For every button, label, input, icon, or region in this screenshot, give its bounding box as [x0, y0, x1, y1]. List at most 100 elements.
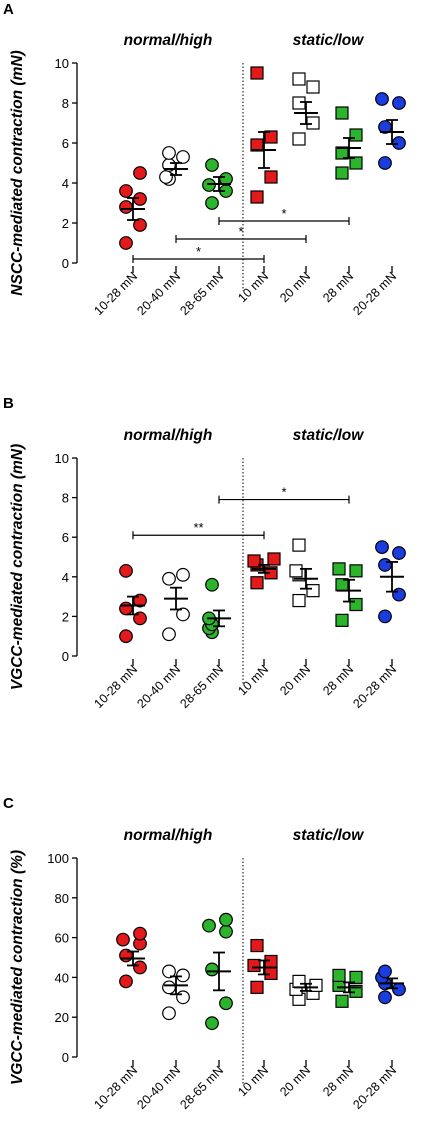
x-tick-label: 28 mN	[320, 662, 356, 698]
panel-label: C	[3, 795, 14, 812]
series-20-40 mN	[162, 964, 190, 1021]
data-point	[119, 563, 133, 578]
significance-label: *	[281, 485, 286, 500]
data-point	[289, 564, 303, 578]
x-tick-label: 20-40 mN	[134, 662, 183, 711]
x-tick-label: 10-28 mN	[91, 269, 140, 318]
significance-bracket: *	[218, 485, 350, 504]
data-point	[292, 72, 306, 86]
group-label-left: normal/high	[124, 827, 213, 844]
x-tick-label: 10 mN	[235, 662, 271, 698]
y-tick-label: 2	[62, 216, 69, 231]
x-tick-label: 10-28 mN	[91, 662, 140, 711]
data-point	[349, 564, 363, 578]
series-28 mN	[332, 968, 363, 1008]
series-10 mN	[247, 552, 281, 590]
y-tick-label: 10	[55, 56, 69, 71]
x-tick-label: 28-65 mN	[177, 269, 226, 318]
data-point	[219, 912, 233, 927]
x-tick-label: 28 mN	[320, 269, 356, 305]
data-point	[133, 192, 147, 206]
data-point	[247, 958, 261, 973]
y-tick-label: 0	[62, 1050, 69, 1065]
data-point	[162, 146, 176, 160]
data-point	[119, 184, 133, 198]
data-point	[250, 66, 264, 80]
data-point	[119, 974, 133, 989]
data-point	[292, 96, 306, 110]
y-tick-label: 6	[62, 530, 69, 545]
significance-label: *	[281, 206, 286, 221]
series-20 mN	[292, 72, 320, 146]
data-point	[306, 116, 320, 130]
data-point	[375, 540, 389, 554]
series-10-28 mN	[119, 166, 147, 250]
data-point	[250, 576, 264, 590]
data-point	[162, 980, 176, 995]
data-point	[162, 1006, 176, 1021]
y-tick-label: 60	[55, 931, 69, 946]
y-tick-label: 100	[47, 851, 69, 866]
data-point	[205, 577, 219, 592]
y-tick-label: 4	[62, 570, 69, 585]
data-point	[119, 200, 133, 214]
data-point	[119, 629, 133, 644]
data-point	[162, 571, 176, 586]
data-point	[176, 968, 190, 983]
y-tick-label: 8	[62, 96, 69, 111]
data-point	[392, 982, 406, 997]
data-point	[306, 584, 320, 598]
data-point	[159, 170, 173, 184]
significance-label: *	[196, 244, 201, 259]
y-tick-label: 40	[55, 970, 69, 985]
chart-panel-C: C 0 20 40 60 80 100 VGCC-mediated contraction (…	[3, 795, 406, 1112]
x-tick-label: 20-28 mN	[350, 1063, 399, 1112]
significance-label: *	[238, 224, 243, 239]
series-28 mN	[335, 106, 363, 180]
data-point	[292, 132, 306, 146]
data-point	[392, 587, 406, 602]
group-label-right: static/low	[293, 32, 365, 49]
data-point	[335, 106, 349, 120]
data-point	[392, 546, 406, 560]
x-tick-label: 28-65 mN	[177, 1063, 226, 1112]
data-point	[264, 966, 278, 981]
x-tick-label: 20 mN	[277, 269, 313, 305]
data-point	[205, 962, 219, 977]
y-tick-label: 80	[55, 891, 69, 906]
x-tick-label: 28 mN	[320, 1063, 356, 1099]
significance-bracket: **	[132, 520, 265, 540]
y-axis-label: VGCC-mediated contraction (%)	[9, 850, 26, 1085]
data-point	[264, 170, 278, 184]
significance-bracket: *	[132, 244, 265, 263]
y-tick-label: 20	[55, 1010, 69, 1025]
series-10 mN	[247, 938, 278, 994]
x-tick-label: 20-40 mN	[134, 1063, 183, 1112]
group-label-left: normal/high	[124, 32, 213, 49]
chart-panel-A: A 0 2 4 6 8 10 NSCC-mediated contraction (mN) 10…	[3, 1, 406, 318]
data-point	[378, 609, 392, 624]
data-point	[378, 964, 392, 979]
data-point	[250, 190, 264, 204]
data-point	[205, 196, 219, 210]
series-28-65 mN	[202, 158, 233, 210]
data-point	[133, 166, 147, 180]
data-point	[378, 156, 392, 170]
group-label-left: normal/high	[124, 427, 213, 444]
group-label-right: static/low	[293, 827, 365, 844]
series-20 mN	[289, 974, 323, 1006]
significance-bracket: *	[218, 206, 350, 225]
series-10 mN	[250, 66, 278, 204]
data-point	[264, 130, 278, 144]
y-tick-label: 0	[62, 256, 69, 271]
x-tick-label: 20-28 mN	[350, 269, 399, 318]
data-point	[176, 567, 190, 582]
data-point	[264, 954, 278, 969]
x-tick-label: 20 mN	[277, 1063, 313, 1099]
chart-panel-B: B 0 2 4 6 8 10 VGCC-mediated contraction (mN) 10…	[3, 395, 406, 711]
data-point	[267, 552, 281, 566]
data-point	[250, 938, 264, 953]
series-20-28 mN	[375, 92, 406, 170]
data-point	[309, 978, 323, 992]
